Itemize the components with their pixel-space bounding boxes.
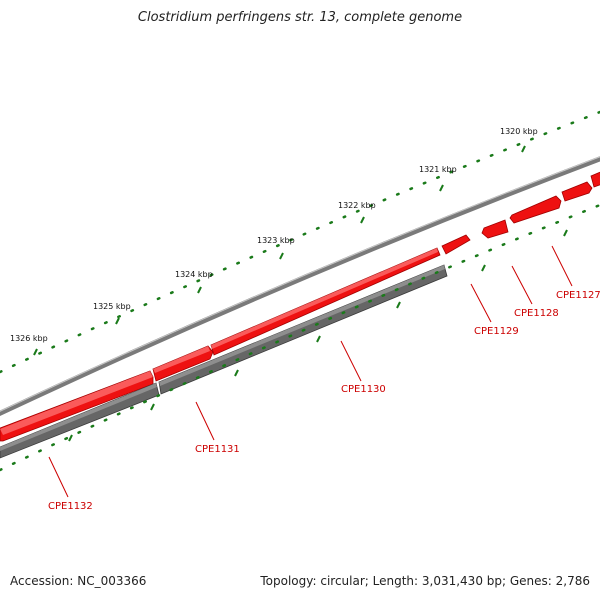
major-tick (439, 184, 444, 192)
gene-arrow[interactable] (561, 181, 593, 202)
scale-label: 1326 kbp (10, 334, 48, 343)
minor-tick (481, 264, 486, 272)
gene-arrow[interactable] (441, 234, 471, 255)
major-tick (197, 286, 202, 294)
scale-label: 1321 kbp (419, 165, 457, 174)
leader-line (48, 456, 69, 498)
gene-arrow (0, 383, 157, 451)
genome-summary-text: Topology: circular; Length: 3,031,430 bp… (260, 574, 590, 588)
minor-tick (234, 369, 239, 377)
inner-scale-ring (0, 203, 600, 472)
gene-label-cpe1128[interactable]: CPE1128 (514, 308, 559, 319)
gene-arrow (211, 248, 438, 349)
gene-label-cpe1132[interactable]: CPE1132 (48, 501, 93, 512)
genome-backbone (0, 156, 600, 417)
scale-label: 1322 kbp (338, 201, 376, 210)
gene-leader-lines (48, 245, 573, 498)
gene-label-cpe1130[interactable]: CPE1130 (341, 384, 386, 395)
minor-tick (150, 403, 155, 411)
gene-arrow (159, 265, 445, 386)
gray-gene-bars (0, 264, 448, 459)
gene-label-cpe1129[interactable]: CPE1129 (474, 326, 519, 337)
leader-line (340, 340, 362, 382)
gene-label-cpe1131[interactable]: CPE1131 (195, 444, 240, 455)
outer-scale-ring (0, 110, 600, 374)
minor-tick (68, 434, 73, 442)
gene-arrow[interactable] (509, 195, 562, 224)
accession-text: Accession: NC_003366 (10, 574, 147, 588)
major-tick (115, 317, 120, 325)
major-tick (360, 216, 365, 224)
leader-line (551, 245, 573, 287)
gene-arrow[interactable] (590, 170, 600, 188)
scale-label: 1325 kbp (93, 302, 131, 311)
scale-label: 1320 kbp (500, 127, 538, 136)
leader-line (195, 401, 215, 441)
leader-line (511, 265, 533, 305)
scale-label: 1324 kbp (175, 270, 213, 279)
gene-arrow (153, 346, 210, 373)
major-tick (33, 348, 38, 356)
major-tick (279, 252, 284, 260)
major-tick (521, 145, 526, 153)
forward-strand-genes (0, 170, 600, 442)
minor-tick (563, 229, 568, 237)
gene-arrow (0, 371, 153, 435)
map-title: Clostridium perfringens str. 13, complet… (137, 10, 463, 25)
gene-arrow[interactable] (481, 219, 509, 239)
leader-line (470, 283, 492, 323)
gene-label-cpe1127[interactable]: CPE1127 (556, 290, 600, 301)
minor-tick (396, 301, 401, 309)
scale-label: 1323 kbp (257, 236, 295, 245)
minor-tick (316, 335, 321, 343)
